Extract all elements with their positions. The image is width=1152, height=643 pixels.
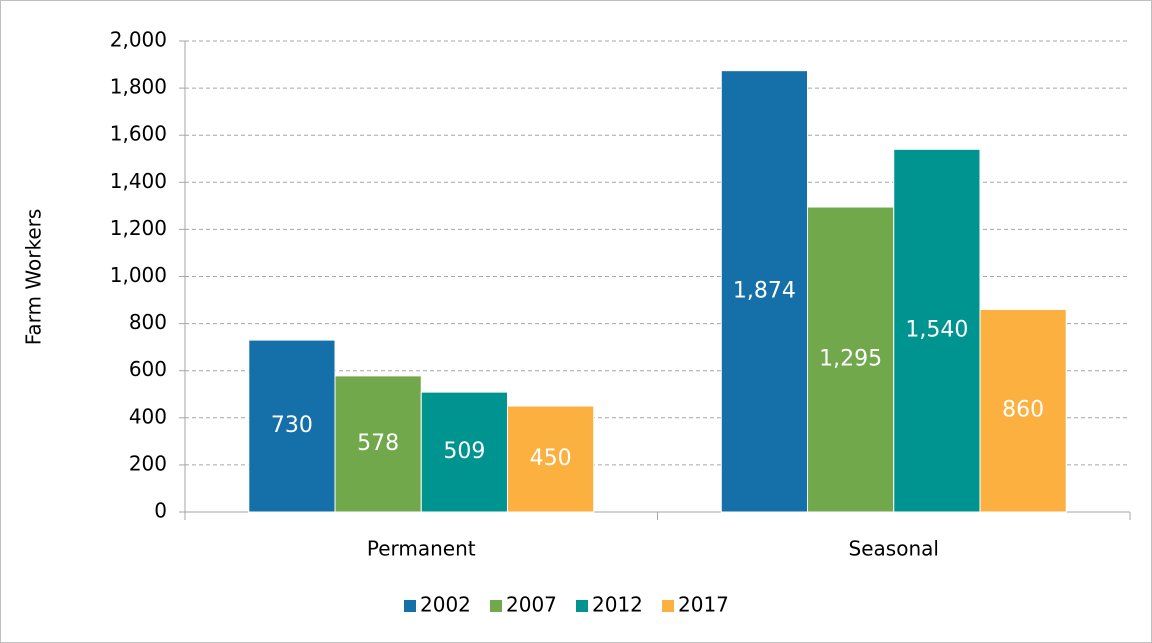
x-tick-label: Permanent — [367, 537, 476, 561]
bar — [506, 405, 595, 513]
y-tick-label: 1,600 — [110, 122, 167, 146]
y-tick-label: 2,000 — [110, 28, 167, 52]
legend-label: 2007 — [506, 593, 557, 617]
data-label: 450 — [530, 446, 572, 471]
y-tick-label: 400 — [129, 404, 167, 428]
y-tick-label: 600 — [129, 357, 167, 381]
data-label: 578 — [357, 431, 399, 456]
bar — [720, 70, 809, 513]
data-label: 1,295 — [819, 347, 882, 372]
data-label: 1,874 — [733, 278, 796, 303]
y-tick-label: 1,000 — [110, 263, 167, 287]
legend-swatch — [662, 600, 674, 612]
legend-swatch — [576, 600, 588, 612]
y-tick-label: 1,800 — [110, 75, 167, 99]
legend-label: 2012 — [592, 593, 643, 617]
data-label: 1,540 — [905, 318, 968, 343]
legend-swatch — [490, 600, 502, 612]
legend-label: 2017 — [678, 593, 729, 617]
bar — [334, 375, 422, 513]
bar — [893, 148, 981, 513]
bar — [248, 339, 336, 513]
y-tick-label: 200 — [129, 451, 167, 475]
bar — [807, 206, 895, 513]
data-label: 509 — [443, 439, 485, 464]
y-axis-label: Farm Workers — [22, 209, 46, 346]
data-label: 860 — [1002, 398, 1044, 423]
bar — [979, 308, 1067, 513]
legend-swatch — [404, 600, 416, 612]
data-label: 730 — [271, 413, 313, 438]
y-tick-label: 800 — [129, 310, 167, 334]
y-tick-label: 1,400 — [110, 169, 167, 193]
y-tick-label: 0 — [154, 499, 167, 523]
legend-label: 2002 — [420, 593, 471, 617]
x-tick-label: Seasonal — [849, 537, 939, 561]
y-tick-label: 1,200 — [110, 216, 167, 240]
bar — [420, 391, 508, 513]
